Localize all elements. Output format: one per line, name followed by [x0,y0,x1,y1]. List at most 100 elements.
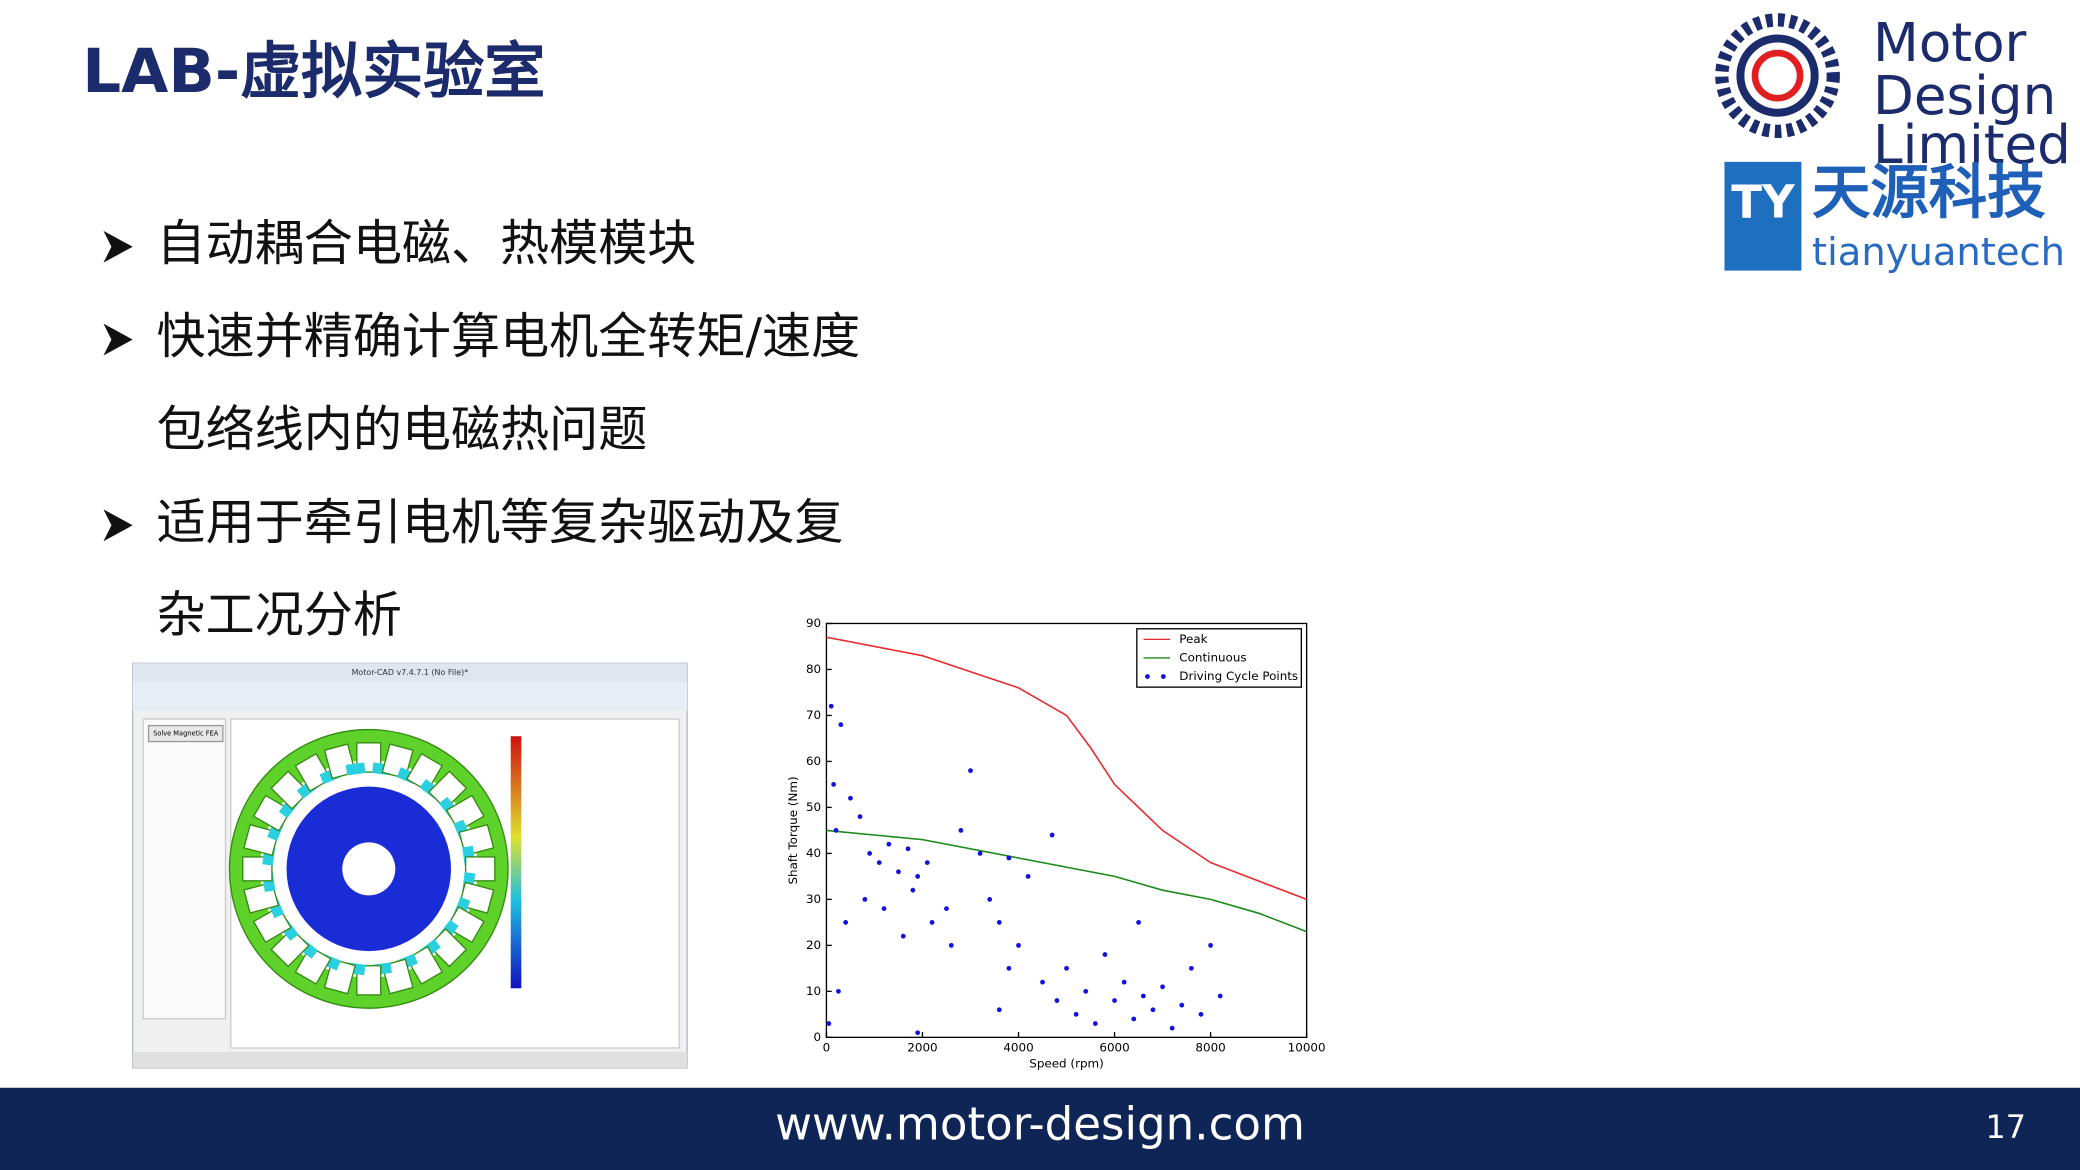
data-point [867,851,873,856]
data-point [1112,998,1117,1003]
data-point [881,906,887,911]
y-tick-label: 70 [806,708,821,722]
y-tick-label: 10 [806,984,821,998]
logo-word: Motor [1873,12,2026,74]
y-tick-label: 20 [806,938,821,952]
x-tick-label: 0 [823,1040,831,1054]
partner-name: 天源科技 [1812,158,2046,226]
data-point [1150,1007,1156,1013]
y-tick-label: 40 [806,846,821,860]
data-point [924,860,930,865]
data-point [987,897,993,902]
legend-swatch [1145,674,1150,679]
logo-word: Design [1873,65,2056,127]
window-title: Motor-CAD v7.4.7.1 (No File)* [352,668,469,677]
solve-button[interactable] [147,724,224,743]
data-point [862,897,868,902]
data-point [977,851,983,856]
data-point [958,828,964,833]
data-line [826,636,1307,901]
data-point [828,703,834,709]
data-point [857,814,863,819]
data-point [996,919,1002,925]
data-point [996,1007,1002,1013]
footer-bar [0,1087,2080,1170]
data-point [1217,993,1223,999]
data-point [1160,984,1165,990]
stator-slot [252,794,292,832]
data-point [915,874,921,879]
data-point [910,887,916,893]
data-point [1121,979,1127,985]
data-point [1073,1011,1079,1017]
partner-mark: TY [1731,176,1796,229]
data-point [1179,1002,1185,1008]
bullet-text: 适用于牵引电机等复杂驱动及复 [157,493,844,551]
solve-button-label: Solve Magnetic FEA [153,730,219,738]
torque-speed-chart: 0 2000 4000 6000 8000 10000 0 10 20 30 40 50 60 70 80 9… [786,616,1326,1070]
data-point [848,795,853,801]
data-point [1040,979,1045,985]
page-number: 17 [1985,1108,2026,1146]
x-axis-label: Speed (rpm) [1029,1056,1104,1070]
legend-label: Driving Cycle Points [1179,669,1298,683]
bullet-arrow [103,323,133,356]
data-point [896,869,901,875]
data-point [1016,942,1021,948]
data-point [1169,1025,1175,1031]
data-point [1092,1021,1098,1026]
x-tick-label: 8000 [1195,1040,1225,1054]
bullet-text: 自动耦合电磁、热模模块 [157,214,697,272]
y-tick-label: 90 [806,616,821,630]
stator-tooth [345,762,366,776]
y-tick-label: 0 [814,1030,822,1044]
legend-swatch [1160,674,1166,679]
logo-word: Limited [1873,114,2071,176]
stator-slot [405,945,444,985]
y-tick-label: 30 [806,892,821,906]
data-point [826,1021,832,1026]
stator-slot [445,906,485,944]
data-point [1131,1016,1137,1022]
data-point [836,988,841,994]
data-point [843,919,849,925]
data-point [1140,993,1146,999]
data-point [915,1030,921,1036]
data-point [1006,965,1012,971]
data-point [876,860,882,865]
x-tick-label: 10000 [1288,1040,1326,1054]
data-point [900,933,906,939]
x-tick-label: 4000 [1003,1040,1033,1054]
bullet-text: 杂工况分析 [157,586,402,644]
data-point [833,828,839,833]
data-point [1102,952,1108,957]
data-point [1136,919,1141,925]
data-line [826,829,1307,933]
data-point [1198,1011,1204,1017]
y-tick-label: 50 [806,800,821,814]
bullet-text: 包络线内的电磁热问题 [157,400,648,458]
data-point [1054,998,1060,1003]
bullet-arrow [103,230,133,263]
y-tick-label: 60 [806,754,821,768]
data-point [1049,832,1055,838]
data-point [1083,988,1089,994]
data-point [948,942,954,948]
stator-slot [294,945,332,985]
y-tick-label: 80 [806,662,821,676]
data-point [838,722,844,728]
stator-slot [270,927,310,968]
stator-slot [270,770,310,810]
data-point [1208,942,1213,948]
stator-slot [405,752,444,792]
data-point [1025,874,1031,879]
data-point [1064,965,1069,971]
stator-slot [294,752,332,792]
data-point [944,906,949,911]
x-tick-label: 2000 [907,1040,937,1054]
legend-label: Peak [1179,632,1207,646]
data-point [968,768,973,774]
stator-slot [445,794,485,832]
